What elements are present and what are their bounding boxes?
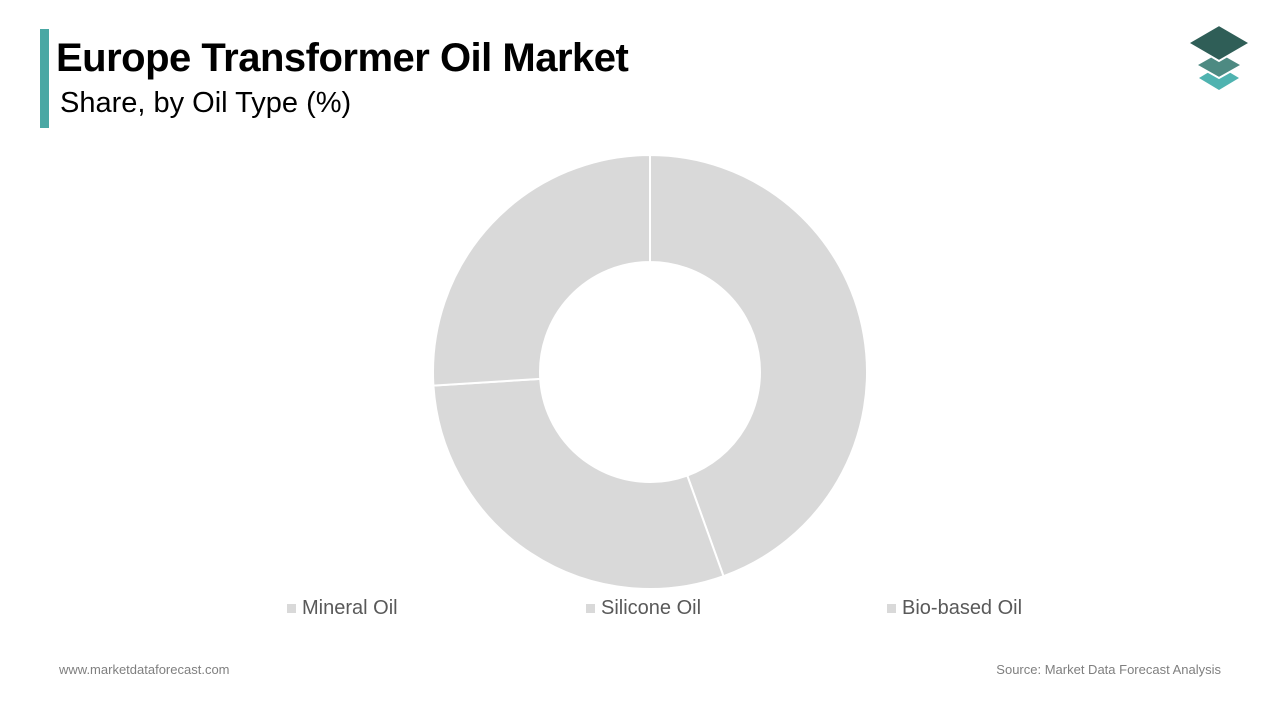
logo-layer-top xyxy=(1186,23,1252,63)
chart-subtitle: Share, by Oil Type (%) xyxy=(60,87,352,119)
legend-swatch-mineral-oil xyxy=(287,603,296,613)
logo-layer-middle xyxy=(1193,50,1245,80)
legend-swatch-silicone-oil xyxy=(586,603,595,613)
source-note: Source: Market Data Forecast Analysis xyxy=(996,662,1221,677)
layers-stack-icon xyxy=(1186,23,1252,90)
title-accent-bar xyxy=(40,29,49,128)
website-link[interactable]: www.marketdataforecast.com xyxy=(59,662,230,677)
donut-slice-mineral-oil xyxy=(649,153,868,578)
legend-label-silicone-oil: Silicone Oil xyxy=(601,596,702,619)
legend-label-bio-based-oil: Bio-based Oil xyxy=(902,596,1023,619)
legend-item-bio-based-oil: Bio-based Oil xyxy=(887,596,1022,620)
legend-swatch-bio-based-oil xyxy=(887,603,896,613)
donut-slice-bio-based-oil xyxy=(432,153,651,387)
donut-slice-silicone-oil xyxy=(432,377,725,590)
chart-title: Europe Transformer Oil Market xyxy=(56,36,629,80)
legend-item-mineral-oil: Mineral Oil xyxy=(287,596,398,620)
legend-label-mineral-oil: Mineral Oil xyxy=(302,596,398,619)
legend-item-silicone-oil: Silicone Oil xyxy=(586,596,701,620)
